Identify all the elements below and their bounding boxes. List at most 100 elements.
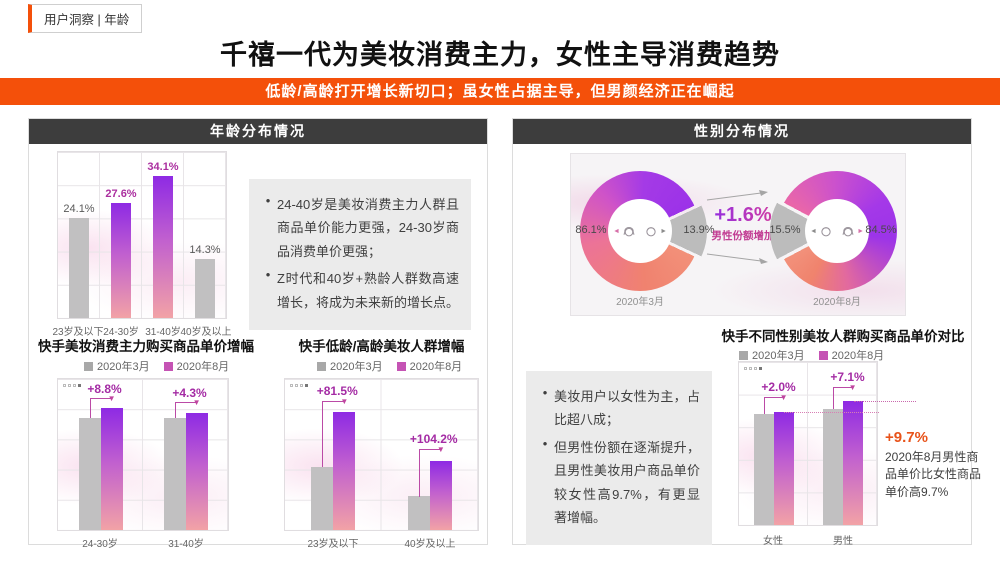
axis-label: 24-30岁 (103, 327, 139, 338)
axis-label: 31-40岁 (145, 327, 181, 338)
legend-item: 2020年8月 (818, 347, 884, 363)
male-side: ◄ (810, 222, 835, 240)
bullet-icon: • (542, 385, 548, 400)
bullet-text: 美妆用户以女性为主，占比超八成； (554, 389, 700, 428)
female-share-label: 86.1% (575, 224, 607, 236)
reference-dotline (784, 412, 879, 413)
bullet-item: • 但男性份额在逐渐提升，且男性美妆用户商品单价较女性高9.7%，有更显著增幅。 (536, 436, 700, 530)
legend-label: 2020年3月 (330, 361, 383, 373)
growth-bracket: ▼ (832, 384, 857, 409)
bar (311, 466, 334, 530)
female-side: ◄ (613, 222, 638, 240)
chart-legend: 2020年3月 2020年8月 (317, 358, 462, 374)
age-distribution-chart: 24.1% 27.6% 34.1% 14.3% (57, 151, 227, 319)
legend-item: 2020年3月 (84, 358, 150, 374)
bar (753, 414, 774, 525)
left-pointer-icon: ◄ (613, 227, 620, 235)
age-extremes-growth-chart: ▼ +81.5% ▼ +104.2% (284, 378, 479, 531)
gender-insight-box: • 美妆用户以女性为主，占比超八成； • 但男性份额在逐渐提升，且男性美妆用户商… (526, 371, 712, 546)
legend-item: 2020年3月 (317, 358, 383, 374)
growth-label: +104.2% (409, 432, 458, 446)
bullet-icon: • (542, 435, 548, 451)
price-gap-annotation: +9.7% 2020年8月男性商品单价比女性商品单价高9.7% (885, 429, 981, 501)
bar (185, 413, 208, 530)
legend-item: 2020年8月 (163, 358, 229, 374)
price-gap-value: +9.7% (885, 429, 928, 446)
growth-label: +7.1% (830, 370, 865, 384)
growth-bracket: ▼ (322, 398, 348, 467)
bar (69, 217, 89, 318)
bar (842, 401, 863, 525)
value-label: 24.1% (63, 202, 95, 215)
bar (195, 258, 215, 318)
bar (78, 418, 101, 530)
gender-price-compare-chart: ▼ +2.0% ▼ +7.1% (738, 361, 916, 526)
donut-hole: ◄ ► (608, 199, 672, 263)
legend-label: 2020年3月 (97, 361, 150, 373)
legend-swatch-magenta (818, 350, 828, 360)
donut-august: ◄ ► (770, 171, 897, 291)
female-side: ► (839, 222, 864, 240)
legend-item: 2020年8月 (396, 358, 462, 374)
bullet-item: • Z时代和40岁+熟龄人群数高速增长，将成为未来新的增长点。 (259, 267, 459, 314)
period-label: 2020年3月 (616, 297, 664, 308)
male-face-icon (821, 227, 831, 237)
bullet-icon: • (265, 193, 271, 208)
chart-title: 快手美妆消费主力购买商品单价增幅 (38, 339, 254, 354)
male-face-icon (646, 227, 656, 237)
bar (407, 496, 430, 530)
down-arrow-icon: ▼ (340, 397, 349, 406)
legend-swatch-magenta (163, 361, 173, 371)
male-side: ► (642, 222, 667, 240)
value-label: 34.1% (147, 161, 179, 174)
legend-swatch-gray (84, 361, 93, 371)
bar (100, 408, 123, 530)
age-panel-header: 年龄分布情况 (29, 119, 487, 144)
axis-label: 24-30岁 (82, 539, 118, 550)
right-pointer-icon: ► (660, 227, 667, 235)
axis-label: 男性 (833, 536, 853, 547)
bullet-icon: • (265, 267, 271, 283)
chart-legend: 2020年3月 2020年8月 (84, 358, 229, 374)
axis-label: 23岁及以下 (52, 327, 104, 338)
share-increase-caption: 男性份额增加 (711, 230, 775, 242)
axis-label: 23岁及以下 (307, 539, 359, 550)
donut-hole: ◄ ► (805, 199, 869, 263)
arrow-right-icon (706, 190, 768, 201)
growth-label: +81.5% (316, 384, 358, 398)
down-arrow-icon: ▼ (848, 383, 857, 392)
female-face-icon (842, 227, 854, 237)
chart-title: 快手不同性别美妆人群购买商品单价对比 (721, 329, 965, 344)
bullet-text: 但男性份额在逐渐提升，且男性美妆用户商品单价较女性高9.7%，有更显著增幅。 (554, 439, 700, 525)
axis-label: 31-40岁 (168, 539, 204, 550)
growth-label: +4.3% (172, 386, 207, 400)
center-stat: +1.6% 男性份额增加 (707, 204, 779, 243)
male-share-label: 15.5% (769, 224, 801, 236)
period-label: 2020年8月 (813, 297, 861, 308)
growth-label: +8.8% (87, 382, 122, 396)
legend-swatch-magenta (396, 361, 406, 371)
main-group-price-growth-chart: ▼ +8.8% ▼ +4.3% (57, 378, 229, 531)
bar (822, 409, 843, 525)
price-gap-text: 2020年8月男性商品单价比女性商品单价高9.7% (885, 450, 982, 499)
subtitle-banner: 低龄/高龄打开增长新切口；虽女性占据主导，但男颜经济正在崛起 (0, 78, 1000, 105)
arrow-right-icon (706, 253, 768, 264)
gender-donut-chart: ◄ ► 86.1% 13.9% 2020年3月 +1.6 (570, 153, 906, 316)
growth-label: +2.0% (761, 380, 796, 394)
axis-label: 40岁及以上 (180, 327, 232, 338)
bullet-text: 24-40岁是美妆消费主力人群且商品单价能力更强，24-30岁商品消费单价更强； (277, 197, 459, 259)
down-arrow-icon: ▼ (779, 393, 788, 402)
down-arrow-icon: ▼ (436, 445, 445, 454)
down-arrow-icon: ▼ (192, 398, 201, 407)
bar (773, 411, 794, 525)
growth-bracket: ▼ (174, 399, 201, 418)
gender-panel-header: 性别分布情况 (513, 119, 971, 144)
chart-title: 快手低龄/高龄美妆人群增幅 (298, 339, 465, 354)
legend-label: 2020年3月 (752, 350, 805, 362)
bar (333, 412, 356, 530)
female-face-icon (623, 227, 635, 237)
value-label: 27.6% (105, 188, 137, 201)
axis-label: 40岁及以上 (404, 539, 456, 550)
share-increase-value: +1.6% (707, 204, 779, 227)
bullet-item: • 美妆用户以女性为主，占比超八成； (536, 385, 700, 432)
